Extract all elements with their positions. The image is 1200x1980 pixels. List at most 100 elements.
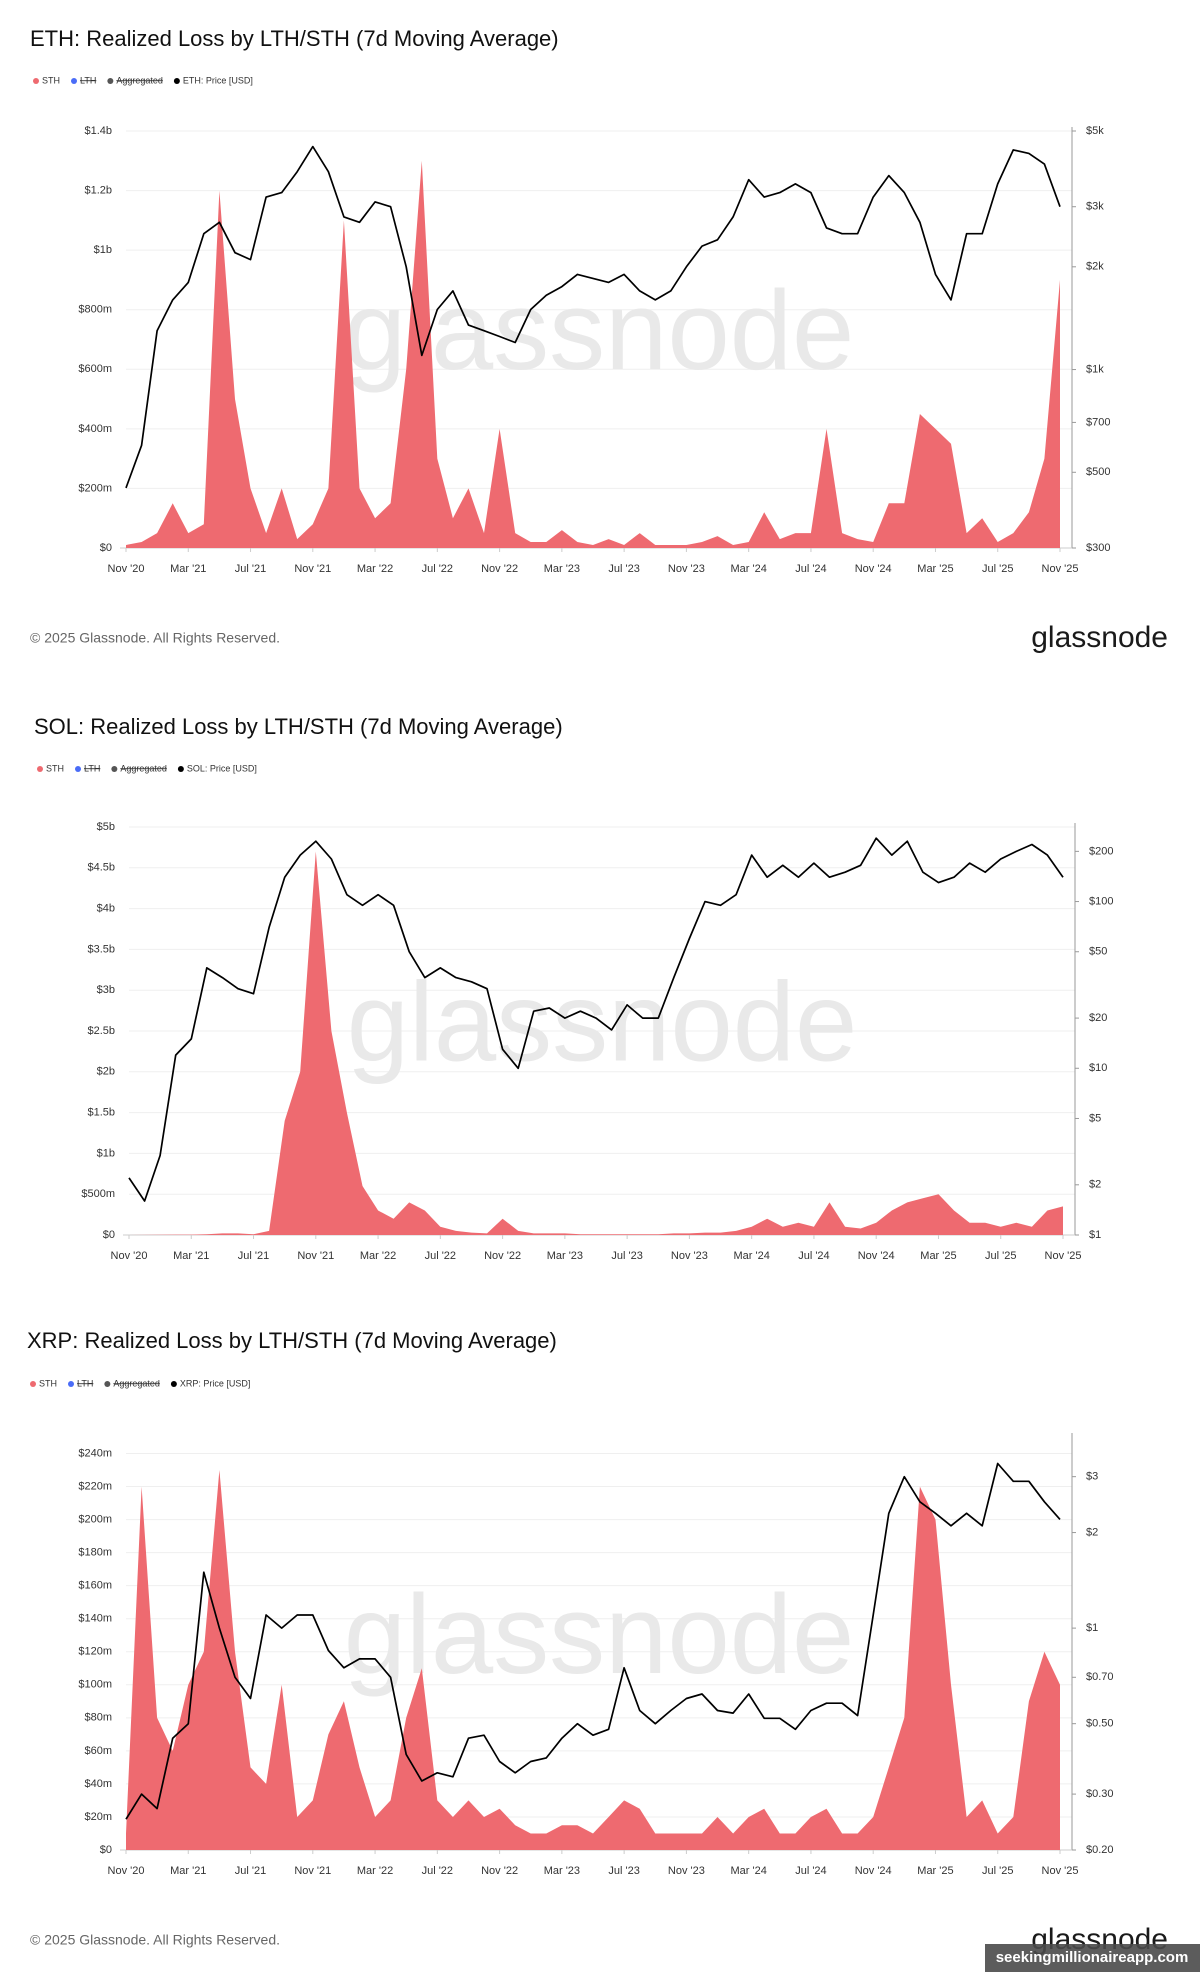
y-tick-label: $140m <box>78 1613 112 1625</box>
x-tick-label: Nov '25 <box>1045 1250 1082 1262</box>
legend-label: SOL: Price [USD] <box>187 763 257 773</box>
y-tick-label: $3.5b <box>87 943 115 955</box>
x-tick-label: Nov '21 <box>294 1865 331 1877</box>
x-tick-label: Mar '24 <box>733 1250 769 1262</box>
chart-title: SOL: Realized Loss by LTH/STH (7d Moving… <box>34 714 563 739</box>
x-tick-label: Nov '20 <box>111 1250 148 1262</box>
y2-tick-label: $200 <box>1089 845 1113 857</box>
y2-tick-label: $100 <box>1089 895 1113 907</box>
y2-tick-label: $2k <box>1086 261 1104 273</box>
legend-label: LTH <box>84 763 100 773</box>
x-tick-label: Nov '25 <box>1042 563 1079 575</box>
y-tick-label: $200m <box>78 1514 112 1526</box>
y2-tick-label: $5k <box>1086 125 1104 137</box>
y-tick-label: $1.5b <box>87 1107 115 1119</box>
legend-label: XRP: Price [USD] <box>180 1378 251 1388</box>
legend-marker <box>177 766 184 772</box>
x-tick-label: Nov '23 <box>671 1250 708 1262</box>
y2-tick-label: $1k <box>1086 363 1104 375</box>
y-tick-label: $5b <box>97 821 115 833</box>
legend-label: LTH <box>77 1378 93 1388</box>
x-tick-label: Jul '24 <box>798 1250 829 1262</box>
y-tick-label: $1.4b <box>84 125 112 137</box>
x-tick-label: Mar '22 <box>357 563 393 575</box>
y2-tick-label: $700 <box>1086 416 1110 428</box>
site-watermark: seekingmillionaireapp.com <box>996 1949 1189 1966</box>
x-tick-label: Nov '22 <box>484 1250 521 1262</box>
y-tick-label: $120m <box>78 1646 112 1658</box>
x-tick-label: Mar '22 <box>357 1865 393 1877</box>
loss-area <box>126 160 1060 549</box>
y-tick-label: $240m <box>78 1447 112 1459</box>
footer-logo: glassnode <box>1031 621 1168 654</box>
loss-area <box>129 851 1063 1235</box>
legend-marker <box>107 78 114 84</box>
y-tick-label: $2.5b <box>87 1025 115 1037</box>
y-tick-label: $1b <box>94 244 112 256</box>
x-tick-label: Jul '22 <box>422 1865 453 1877</box>
x-tick-label: Nov '25 <box>1042 1865 1079 1877</box>
legend-marker <box>173 78 180 84</box>
y2-tick-label: $50 <box>1089 946 1107 958</box>
y-tick-label: $20m <box>84 1811 112 1823</box>
x-tick-label: Jul '25 <box>982 563 1013 575</box>
x-tick-label: Mar '25 <box>917 1865 953 1877</box>
chart-title: XRP: Realized Loss by LTH/STH (7d Moving… <box>27 1328 557 1353</box>
price-line <box>125 1462 1061 1820</box>
x-tick-label: Jul '24 <box>795 1865 826 1877</box>
x-tick-label: Nov '22 <box>481 1865 518 1877</box>
x-tick-label: Mar '25 <box>920 1250 956 1262</box>
x-tick-label: Mar '23 <box>544 1865 580 1877</box>
x-tick-label: Jul '23 <box>611 1250 642 1262</box>
legend-marker <box>33 78 39 84</box>
y-tick-label: $3b <box>97 984 115 996</box>
price-line <box>125 145 1061 489</box>
y-tick-label: $1.2b <box>84 184 112 196</box>
copyright: © 2025 Glassnode. All Rights Reserved. <box>30 1932 280 1948</box>
y-tick-label: $600m <box>78 363 112 375</box>
loss-area <box>126 1470 1060 1850</box>
chart-title: ETH: Realized Loss by LTH/STH (7d Moving… <box>30 26 559 51</box>
y2-tick-label: $3 <box>1086 1471 1098 1483</box>
copyright: © 2025 Glassnode. All Rights Reserved. <box>30 630 280 646</box>
legend-marker <box>104 1381 111 1387</box>
x-tick-label: Jul '23 <box>608 563 639 575</box>
x-tick-label: Jul '25 <box>985 1250 1016 1262</box>
legend-label: STH <box>42 75 60 85</box>
x-tick-label: Mar '24 <box>730 563 766 575</box>
y-tick-label: $500m <box>81 1188 115 1200</box>
y-tick-label: $2b <box>97 1066 115 1078</box>
y-tick-label: $0 <box>100 542 112 554</box>
legend-marker <box>71 78 77 84</box>
y-tick-label: $220m <box>78 1480 112 1492</box>
legend-marker <box>111 766 118 772</box>
x-tick-label: Nov '24 <box>855 563 892 575</box>
legend-marker <box>30 1381 36 1387</box>
site-watermark-bg <box>985 1944 1200 1972</box>
legend-marker <box>68 1381 74 1387</box>
x-tick-label: Jul '22 <box>422 563 453 575</box>
y-tick-label: $160m <box>78 1580 112 1592</box>
x-tick-label: Mar '25 <box>917 563 953 575</box>
legend-label: Aggregated <box>113 1378 160 1388</box>
x-tick-label: Nov '22 <box>481 563 518 575</box>
y2-tick-label: $1 <box>1086 1622 1098 1634</box>
x-tick-label: Jul '23 <box>608 1865 639 1877</box>
legend-label: Aggregated <box>120 763 167 773</box>
x-tick-label: Jul '22 <box>425 1250 456 1262</box>
x-tick-label: Nov '23 <box>668 1865 705 1877</box>
y-tick-label: $200m <box>78 482 112 494</box>
y2-tick-label: $0.30 <box>1086 1788 1114 1800</box>
y-tick-label: $40m <box>84 1778 112 1790</box>
y2-tick-label: $5 <box>1089 1112 1101 1124</box>
y-tick-label: $4.5b <box>87 862 115 874</box>
watermark: glassnode <box>344 1572 855 1697</box>
y-tick-label: $100m <box>78 1679 112 1691</box>
y2-tick-label: $2 <box>1089 1179 1101 1191</box>
y-tick-label: $180m <box>78 1547 112 1559</box>
x-tick-label: Mar '21 <box>173 1250 209 1262</box>
y-tick-label: $1b <box>97 1147 115 1159</box>
y2-tick-label: $1 <box>1089 1229 1101 1241</box>
